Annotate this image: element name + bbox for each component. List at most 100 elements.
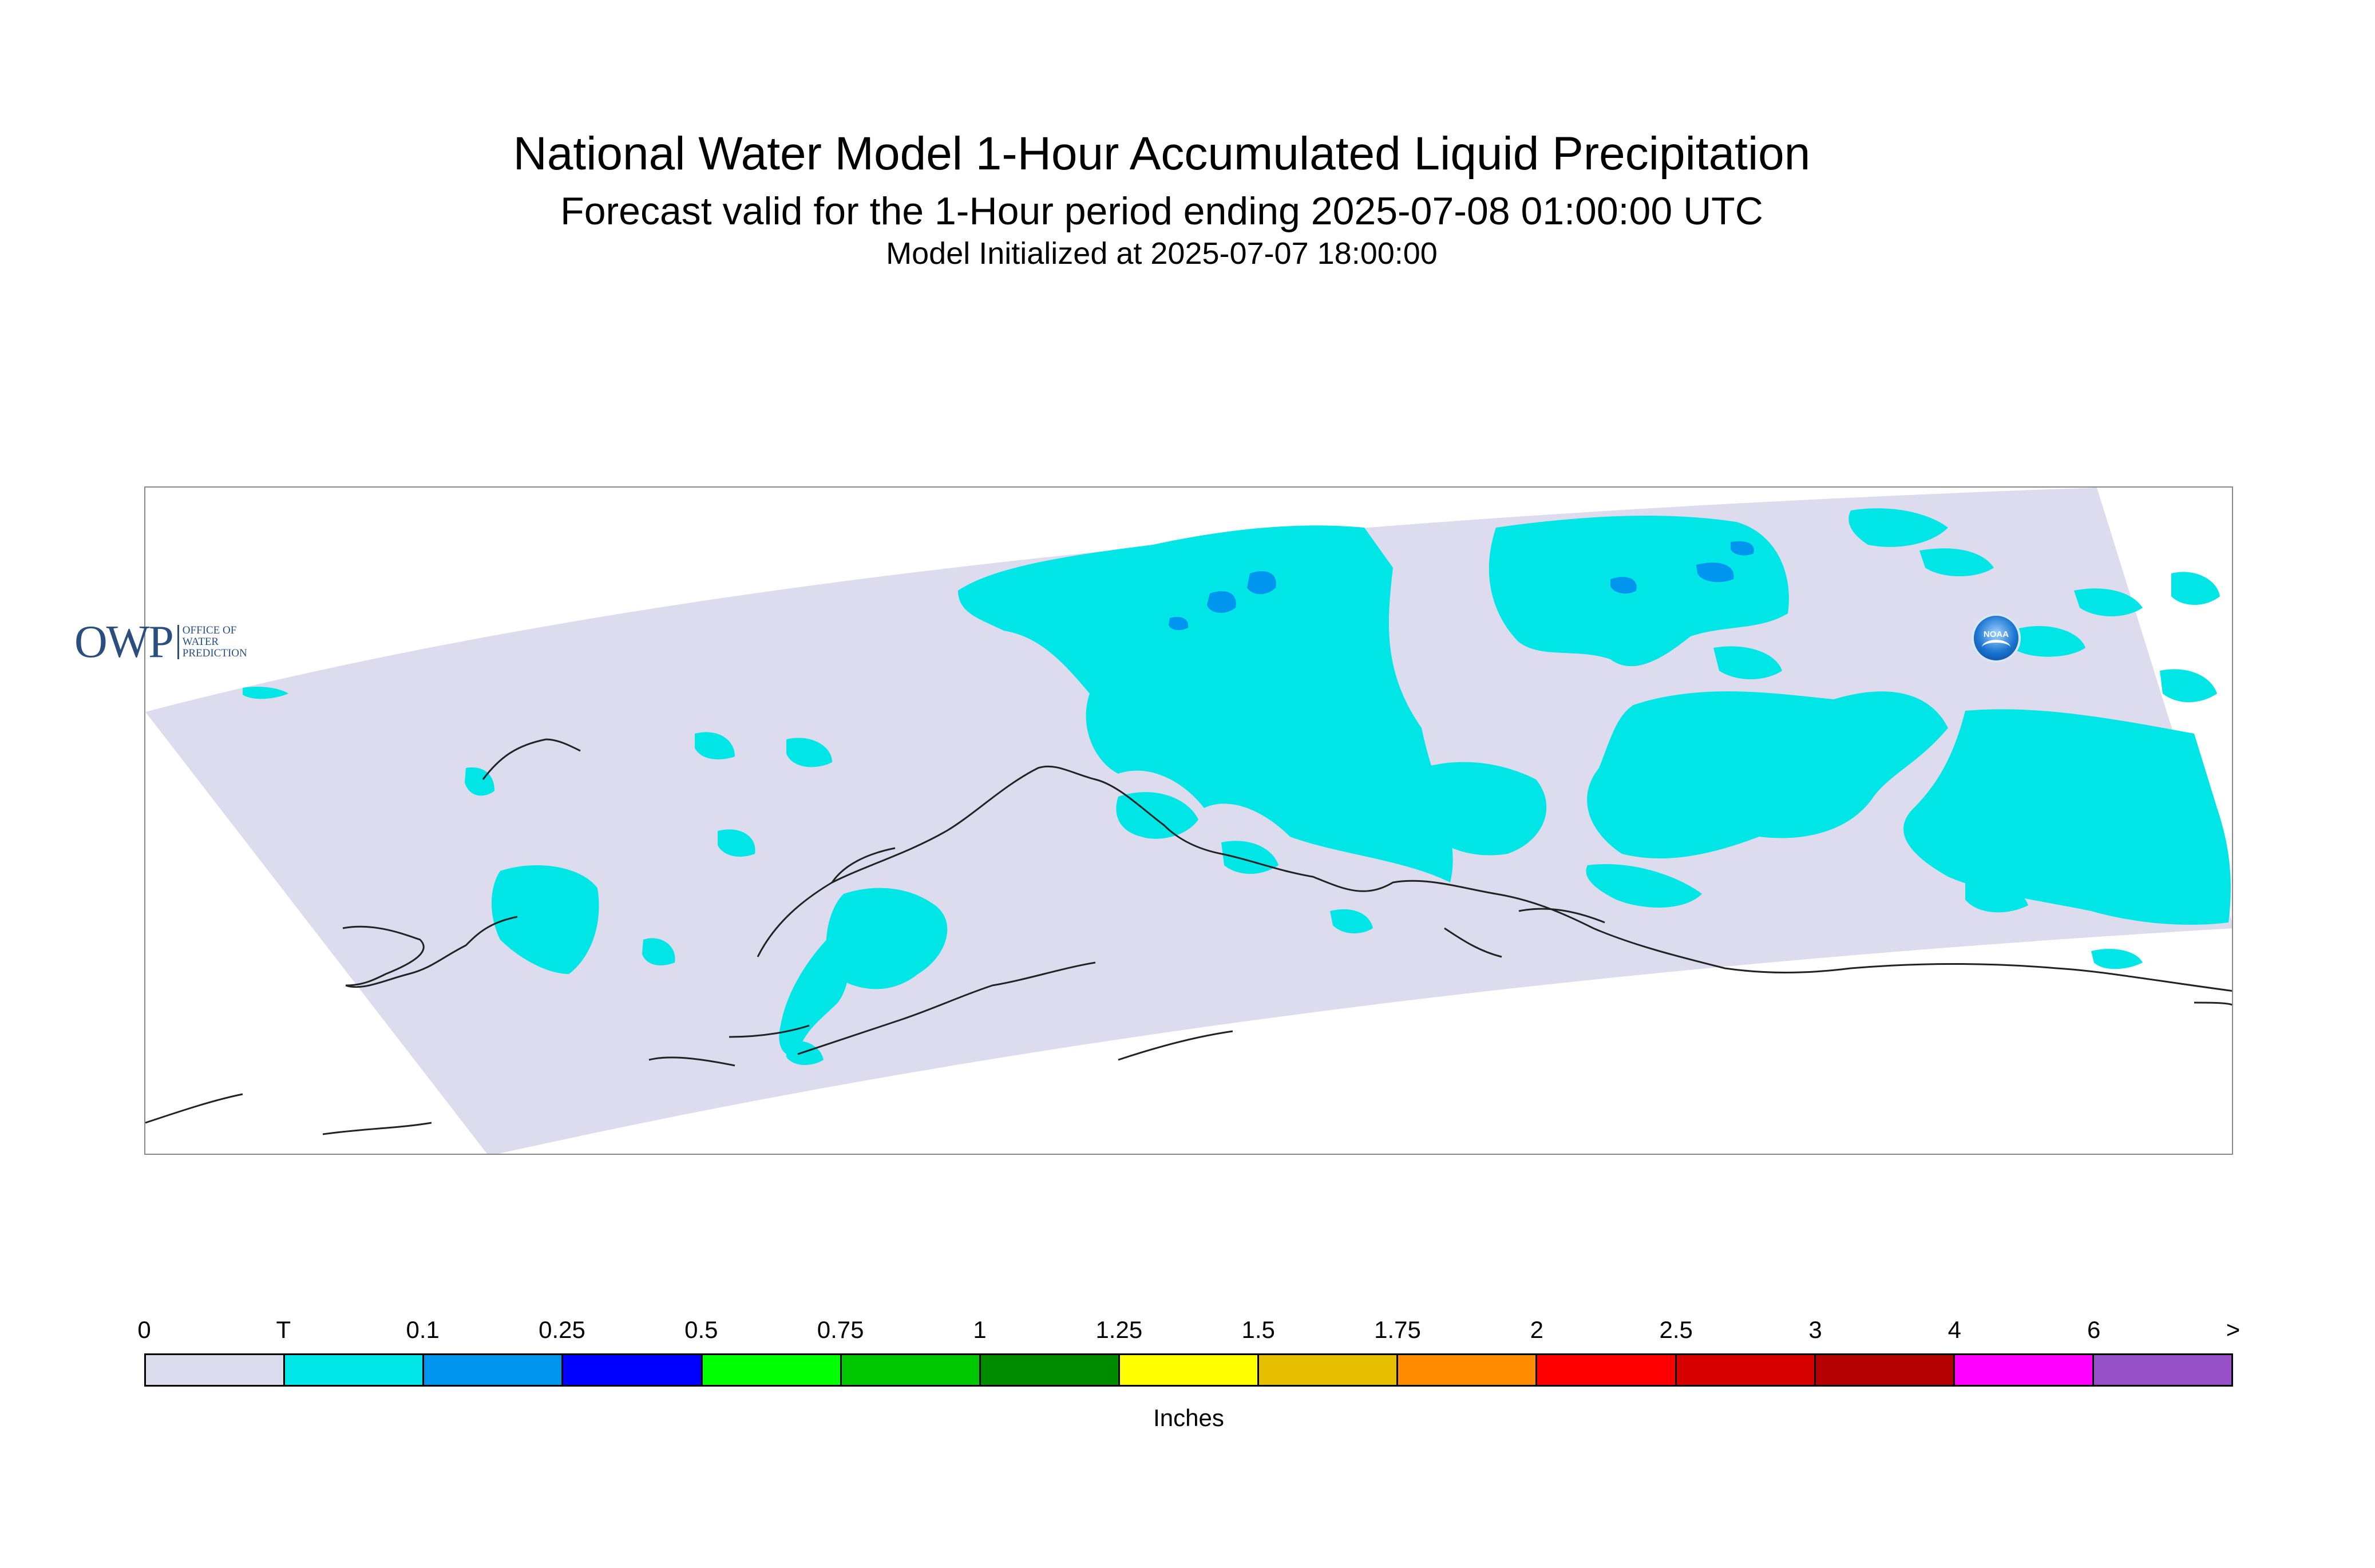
legend-tick-label: 0.75 (817, 1316, 864, 1343)
coastline (2194, 1001, 2232, 1006)
precip-area-trace (2160, 669, 2217, 702)
legend-swatch (1676, 1355, 1816, 1385)
legend-tick-label: 1.75 (1374, 1316, 1421, 1343)
legend-tick-label: > (2226, 1316, 2241, 1343)
coastline (145, 1093, 243, 1124)
coastline (757, 765, 1222, 957)
precip-area-trace (1330, 909, 1373, 934)
precip-area-light (1207, 591, 1236, 613)
precip-area-light (1247, 571, 1276, 595)
legend-swatch (2093, 1355, 2232, 1385)
coastline (322, 1122, 432, 1135)
coastline (1118, 1030, 1233, 1061)
precip-area-light (1731, 541, 1754, 556)
noaa-wordmark: NOAA (1983, 629, 2009, 639)
precip-area-trace (2171, 572, 2220, 605)
noaa-logo: NOAA (1972, 613, 2021, 663)
legend-tick-label: 0.1 (406, 1316, 440, 1343)
legend-tick-label: 2.5 (1659, 1316, 1693, 1343)
precip-area-trace (1919, 548, 1994, 576)
legend-swatch (424, 1355, 564, 1385)
coastline (342, 925, 425, 987)
coastline (1444, 927, 1502, 958)
precip-area-light (1169, 616, 1189, 631)
precip-area-trace (1413, 762, 1547, 856)
precip-area-trace (779, 934, 849, 1056)
precip-area-trace (492, 865, 599, 974)
precip-area-trace (1489, 516, 1789, 667)
legend-tick-label: 1 (973, 1316, 987, 1343)
legend-color-bar (144, 1353, 2233, 1387)
precip-area-light (1610, 577, 1637, 594)
legend-swatch (563, 1355, 703, 1385)
precip-area-trace (958, 525, 1453, 882)
precip-area-trace (1533, 577, 1576, 607)
coastline (648, 1056, 735, 1067)
legend-tick-label: 0.5 (684, 1316, 718, 1343)
coastline (797, 961, 1096, 1055)
coastline (482, 738, 581, 780)
legend-swatch (1119, 1355, 1260, 1385)
coastline-outlines (145, 738, 2232, 1135)
coastline (345, 916, 518, 988)
legend-tick-label: 1.5 (1241, 1316, 1275, 1343)
owp-logo-mark: OWP (74, 617, 174, 667)
noaa-gull-icon (1982, 640, 2010, 655)
legend-swatch (1398, 1355, 1538, 1385)
legend-swatch (1815, 1355, 1955, 1385)
precip-area-trace (1925, 805, 1994, 834)
legend-swatch (1537, 1355, 1677, 1385)
map-canvas (145, 488, 2232, 1154)
precip-area-trace (718, 829, 755, 857)
precip-area-light (1696, 563, 1734, 583)
coastline (1518, 908, 1605, 924)
precip-area-trace (1965, 881, 2028, 913)
legend-tick-label: 6 (2087, 1316, 2101, 1343)
precip-area-trace (1586, 864, 1702, 908)
coastline (831, 847, 896, 883)
legend-swatch (702, 1355, 842, 1385)
forecast-valid-subtitle: Forecast valid for the 1-Hour period end… (560, 189, 1763, 233)
precipitation-areas-light (1169, 541, 1754, 631)
legend-tick-label: T (276, 1316, 291, 1343)
precip-area-trace (642, 938, 675, 965)
coastline (1221, 853, 2232, 992)
precip-area-trace (786, 738, 832, 767)
legend-swatch (841, 1355, 981, 1385)
owp-logo-text: Office of Water Prediction (177, 625, 247, 659)
legend-tick-label: 2 (1530, 1316, 1544, 1343)
legend-swatch (1259, 1355, 1399, 1385)
legend-swatch (146, 1355, 286, 1385)
model-initialized-label: Model Initialized at 2025-07-07 18:00:00 (886, 236, 1438, 271)
precip-area-trace (2011, 625, 2085, 657)
precip-area-trace (1713, 646, 1782, 679)
legend-tick-label: 4 (1948, 1316, 1962, 1343)
precip-area-trace (2040, 756, 2125, 791)
precip-area-trace (1903, 709, 2231, 925)
precipitation-map (144, 486, 2233, 1155)
precip-area-trace (2091, 949, 2143, 969)
owp-logo-line: Water (182, 636, 219, 648)
precipitation-areas (243, 508, 2231, 1066)
legend-tick-label: 3 (1808, 1316, 1822, 1343)
precip-area-trace (826, 888, 948, 989)
precip-area-trace (1848, 508, 1948, 547)
legend-tick-label: 0.25 (539, 1316, 585, 1343)
legend-tick-label: 0 (137, 1316, 151, 1343)
precip-area-trace (1587, 691, 1948, 859)
owp-logo-line: Prediction (182, 647, 247, 659)
legend-tick-label: 1.25 (1095, 1316, 1143, 1343)
owp-logo-line: Office of (182, 624, 237, 636)
precip-area-trace (2074, 588, 2143, 616)
precip-area-trace (243, 687, 288, 699)
legend-swatch (1954, 1355, 2094, 1385)
legend-units-label: Inches (1153, 1404, 1224, 1431)
legend-swatch (980, 1355, 1120, 1385)
map-title: National Water Model 1-Hour Accumulated … (513, 128, 1811, 180)
precip-area-trace (786, 1040, 824, 1066)
precip-area-trace (1598, 596, 1628, 617)
owp-logo: OWP Office of Water Prediction (74, 619, 247, 665)
legend-tick-labels: 0 T 0.1 0.25 0.5 0.75 1 1.25 1.5 1.75 2 2.5 3 4 6 > (137, 1316, 2240, 1345)
legend-swatch (285, 1355, 425, 1385)
precip-area-trace (695, 732, 735, 759)
